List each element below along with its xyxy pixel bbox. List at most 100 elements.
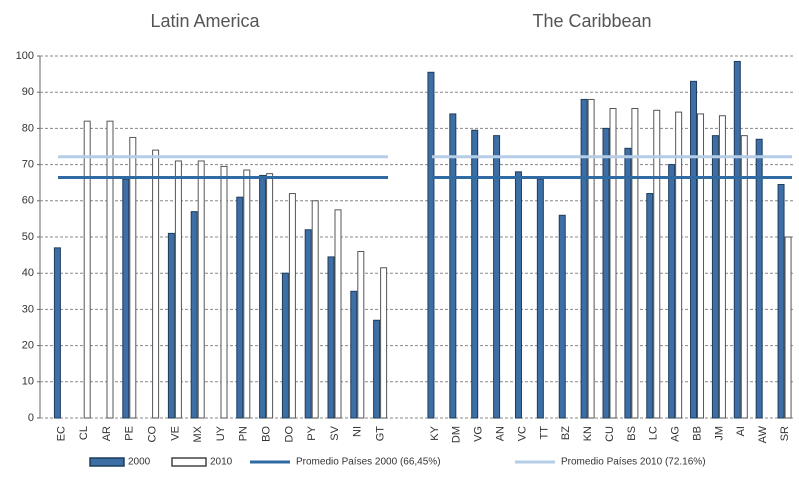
x-tick-label: CO [147, 426, 159, 443]
bar [427, 71, 435, 419]
x-tick-label: KY [429, 425, 441, 440]
bar [304, 229, 312, 419]
bar [587, 98, 595, 419]
bar [697, 113, 705, 419]
x-tick-label: JM [713, 426, 725, 441]
x-tick-label: AR [101, 426, 113, 441]
y-tick-label: 40 [22, 267, 34, 279]
x-tick-label: UY [215, 425, 227, 441]
y-tick-label: 10 [22, 376, 34, 388]
bar [536, 178, 544, 419]
legend-swatch [89, 457, 125, 467]
bar [740, 135, 748, 419]
bar [197, 160, 205, 419]
legend-label: 2000 [128, 457, 151, 468]
x-tick-label: BO [261, 426, 273, 442]
x-tick-label: NI [352, 426, 364, 437]
bar [327, 256, 335, 419]
bar [624, 147, 632, 419]
bar [167, 232, 175, 419]
bar [558, 214, 566, 419]
bar [373, 319, 381, 419]
y-tick-label: 60 [22, 195, 34, 207]
x-tick-label: KN [582, 426, 594, 441]
bar [53, 247, 61, 419]
bar [129, 136, 137, 419]
y-tick-label: 0 [28, 412, 34, 424]
bar [653, 109, 661, 419]
bar [449, 113, 457, 419]
x-tick-label: DO [283, 426, 295, 443]
x-tick-label: VC [516, 426, 528, 441]
bar [471, 129, 479, 419]
bar [190, 211, 198, 419]
bar [243, 169, 251, 419]
bar [288, 193, 296, 419]
panel-title: The Caribbean [532, 11, 651, 31]
y-tick-label: 30 [22, 303, 34, 315]
bar [380, 267, 388, 419]
x-tick-label: BB [691, 426, 703, 441]
x-tick-label: AG [670, 426, 682, 442]
y-tick-label: 70 [22, 159, 34, 171]
bar [580, 98, 588, 419]
y-tick-label: 90 [22, 86, 34, 98]
bar [777, 184, 785, 419]
y-tick-label: 80 [22, 122, 34, 134]
x-tick-label: EC [55, 426, 67, 441]
x-tick-label: AW [757, 425, 769, 443]
bar [311, 200, 319, 419]
bar [711, 135, 719, 419]
x-tick-label: SV [329, 425, 341, 440]
bar [514, 171, 522, 419]
x-tick-label: PE [124, 426, 136, 441]
x-tick-label: PY [306, 425, 318, 440]
y-tick-label: 50 [22, 231, 34, 243]
bar [631, 107, 639, 419]
bar [602, 127, 610, 419]
x-tick-label: PN [238, 426, 250, 441]
legend-label: Promedio Países 2000 (66,45%) [296, 457, 441, 468]
bar [690, 80, 698, 419]
bar [122, 178, 130, 419]
bar [83, 120, 91, 419]
x-tick-label: CL [78, 426, 90, 440]
bar [350, 290, 358, 419]
x-tick-label: AN [494, 426, 506, 441]
bar [733, 60, 741, 419]
x-tick-label: MX [192, 425, 204, 442]
legend-swatch [171, 457, 207, 467]
x-tick-label: CU [604, 426, 616, 442]
x-tick-label: GT [375, 426, 387, 442]
bar [668, 164, 676, 419]
bar [266, 173, 274, 419]
panel-title: Latin America [150, 11, 260, 31]
bar [609, 107, 617, 419]
x-tick-label: BS [626, 426, 638, 441]
x-tick-label: BZ [560, 426, 572, 440]
bar [718, 115, 726, 419]
x-tick-label: VG [473, 426, 485, 442]
bar [675, 111, 683, 419]
legend-label: Promedio Países 2010 (72.16%) [561, 457, 706, 468]
legend-label: 2010 [210, 457, 233, 468]
bar [784, 236, 792, 419]
bar [646, 193, 654, 419]
bar [220, 165, 228, 419]
x-tick-label: LC [648, 426, 660, 440]
bar [755, 138, 763, 419]
x-tick-label: TT [538, 426, 550, 440]
y-tick-label: 20 [22, 340, 34, 352]
bar [152, 149, 160, 419]
y-tick-label: 100 [16, 50, 34, 62]
x-tick-label: SR [779, 426, 791, 441]
x-tick-label: AI [735, 426, 747, 436]
bar [281, 272, 289, 419]
x-tick-label: DM [451, 426, 463, 443]
bar [236, 196, 244, 419]
bar [174, 160, 182, 419]
bar [106, 120, 114, 419]
bar [259, 174, 267, 419]
bar [334, 209, 342, 419]
